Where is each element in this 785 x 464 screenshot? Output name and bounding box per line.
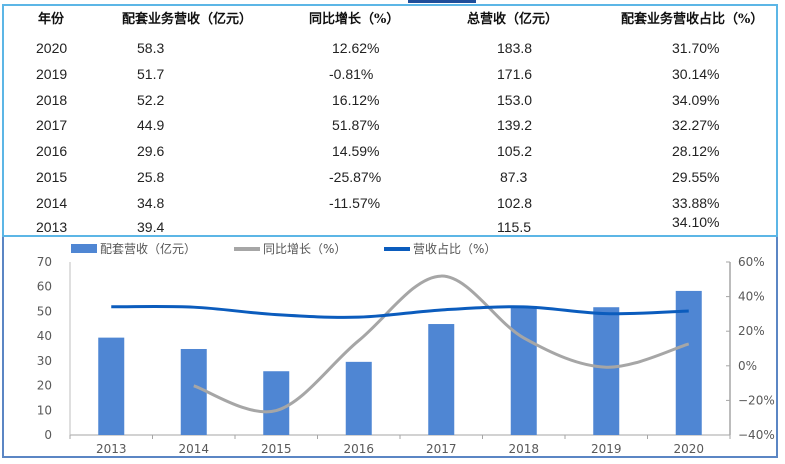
cell-total-revenue: 115.5 [497, 219, 531, 235]
table-row: 2016 29.6 14.59% 105.2 28.12% [4, 143, 776, 165]
header-share: 配套业务营收占比（%） [621, 12, 764, 27]
top-accent-bar [408, 0, 476, 3]
y-left-tick-label: 10 [37, 403, 52, 417]
cell-share: 34.09% [672, 92, 720, 108]
header-total-revenue: 总营收（亿元） [467, 12, 559, 27]
cell-yoy-growth: 12.62% [332, 40, 380, 56]
cell-supporting-revenue: 44.9 [137, 117, 165, 133]
y-left-tick-label: 70 [37, 255, 52, 269]
y-left-tick-label: 30 [37, 354, 52, 368]
cell-yoy-growth: 16.12% [332, 92, 380, 108]
x-tick-label: 2019 [591, 442, 622, 456]
y-left-tick-label: 20 [37, 379, 52, 393]
y-left-tick-label: 50 [37, 304, 52, 318]
revenue-table: 年份 配套业务营收（亿元） 同比增长（%） 总营收（亿元） 配套业务营收占比（%… [2, 4, 778, 237]
cell-total-revenue: 102.8 [497, 195, 533, 211]
cell-year: 2017 [36, 117, 68, 133]
cell-year: 2015 [36, 169, 68, 185]
bar-swatch-icon [71, 244, 97, 253]
cell-total-revenue: 183.8 [497, 40, 533, 56]
legend-label-growth: 同比增长（%） [263, 242, 347, 256]
blue-line-swatch-icon [384, 246, 410, 251]
share-line [111, 305, 689, 319]
table-row: 2017 44.9 51.87% 139.2 32.27% [4, 117, 776, 139]
cell-share: 34.10% [672, 214, 720, 230]
legend-item-share: 营收占比（%） [384, 240, 496, 257]
cell-year: 2018 [36, 92, 68, 108]
cell-total-revenue: 105.2 [497, 143, 533, 159]
y-right-tick-label: 60% [738, 255, 765, 269]
table-row: 2019 51.7 -0.81% 171.6 30.14% [4, 66, 776, 88]
cell-yoy-growth: 14.59% [332, 143, 380, 159]
cell-total-revenue: 171.6 [497, 66, 533, 82]
y-right-tick-label: 0% [738, 359, 757, 373]
legend-label-revenue: 配套营收（亿元） [100, 242, 197, 256]
cell-year: 2016 [36, 143, 68, 159]
cell-share: 33.88% [672, 195, 720, 211]
revenue-bar [180, 348, 207, 435]
legend-item-growth: 同比增长（%） [234, 240, 346, 257]
cell-supporting-revenue: 58.3 [137, 40, 165, 56]
cell-supporting-revenue: 51.7 [137, 66, 165, 82]
cell-supporting-revenue: 34.8 [137, 195, 165, 211]
table-header: 年份 配套业务营收（亿元） 同比增长（%） 总营收（亿元） 配套业务营收占比（%… [4, 8, 776, 30]
chart-plot-area: 0 10 20 30 40 50 60 70 −40% −20% 0% 20% 40% 60% 2013 20… [37, 255, 775, 456]
x-tick-label: 2013 [96, 442, 127, 456]
y-right-tick-label: 40% [738, 290, 765, 304]
x-tick-label: 2020 [673, 442, 704, 456]
revenue-bar [510, 305, 537, 435]
cell-year: 2013 [36, 219, 68, 235]
cell-share: 30.14% [672, 66, 720, 82]
gray-line-swatch-icon [234, 246, 260, 251]
table-row: 2018 52.2 16.12% 153.0 34.09% [4, 92, 776, 114]
cell-share: 28.12% [672, 143, 720, 159]
table-row: 2014 34.8 -11.57% 102.8 33.88% [4, 195, 776, 217]
revenue-bar [593, 307, 620, 435]
cell-supporting-revenue: 52.2 [137, 92, 165, 108]
cell-year: 2020 [36, 40, 68, 56]
table-row: 2020 58.3 12.62% 183.8 31.70% [4, 40, 776, 62]
x-tick-label: 2015 [261, 442, 292, 456]
x-tick-label: 2016 [343, 442, 374, 456]
cell-supporting-revenue: 25.8 [137, 169, 165, 185]
revenue-bar [675, 290, 702, 435]
y-right-tick-label: −20% [738, 393, 775, 407]
table-row: 2015 25.8 -25.87% 87.3 29.55% [4, 169, 776, 191]
legend-item-revenue: 配套营收（亿元） [71, 240, 196, 257]
chart-legend: 配套营收（亿元） 同比增长（%） 营收占比（%） [4, 240, 776, 256]
header-yoy-growth: 同比增长（%） [309, 12, 400, 27]
header-supporting-revenue: 配套业务营收（亿元） [122, 12, 253, 27]
cell-year: 2019 [36, 66, 68, 82]
revenue-bar [345, 361, 372, 435]
revenue-bar [98, 337, 125, 435]
x-tick-label: 2017 [426, 442, 457, 456]
cell-total-revenue: 153.0 [497, 92, 533, 108]
cell-yoy-growth: -11.57% [329, 195, 381, 211]
y-left-tick-label: 60 [37, 280, 52, 294]
cell-share: 29.55% [672, 169, 720, 185]
cell-share: 32.27% [672, 117, 720, 133]
cell-yoy-growth: -25.87% [329, 169, 382, 185]
x-tick-label: 2018 [508, 442, 539, 456]
y-right-tick-label: 20% [738, 324, 765, 338]
cell-supporting-revenue: 39.4 [137, 219, 165, 235]
y-left-tick-label: 0 [44, 428, 52, 442]
legend-label-share: 营收占比（%） [413, 242, 497, 256]
cell-total-revenue: 139.2 [497, 117, 533, 133]
cell-year: 2014 [36, 195, 68, 211]
cell-total-revenue: 87.3 [500, 169, 528, 185]
cell-supporting-revenue: 29.6 [137, 143, 165, 159]
cell-share: 31.70% [672, 40, 720, 56]
table-row: 2013 39.4 115.5 34.10% [4, 214, 776, 241]
cell-yoy-growth: -0.81% [329, 66, 374, 82]
growth-line [193, 274, 690, 414]
revenue-bar [428, 324, 455, 435]
revenue-bar [263, 371, 290, 435]
combo-chart: 配套营收（亿元） 同比增长（%） 营收占比（%） 0 10 20 30 40 50 60 70… [2, 237, 778, 458]
cell-yoy-growth: 51.87% [332, 117, 380, 133]
y-left-tick-label: 40 [37, 329, 52, 343]
header-year: 年份 [38, 12, 65, 27]
x-tick-label: 2014 [178, 442, 209, 456]
y-right-tick-label: −40% [738, 428, 775, 442]
